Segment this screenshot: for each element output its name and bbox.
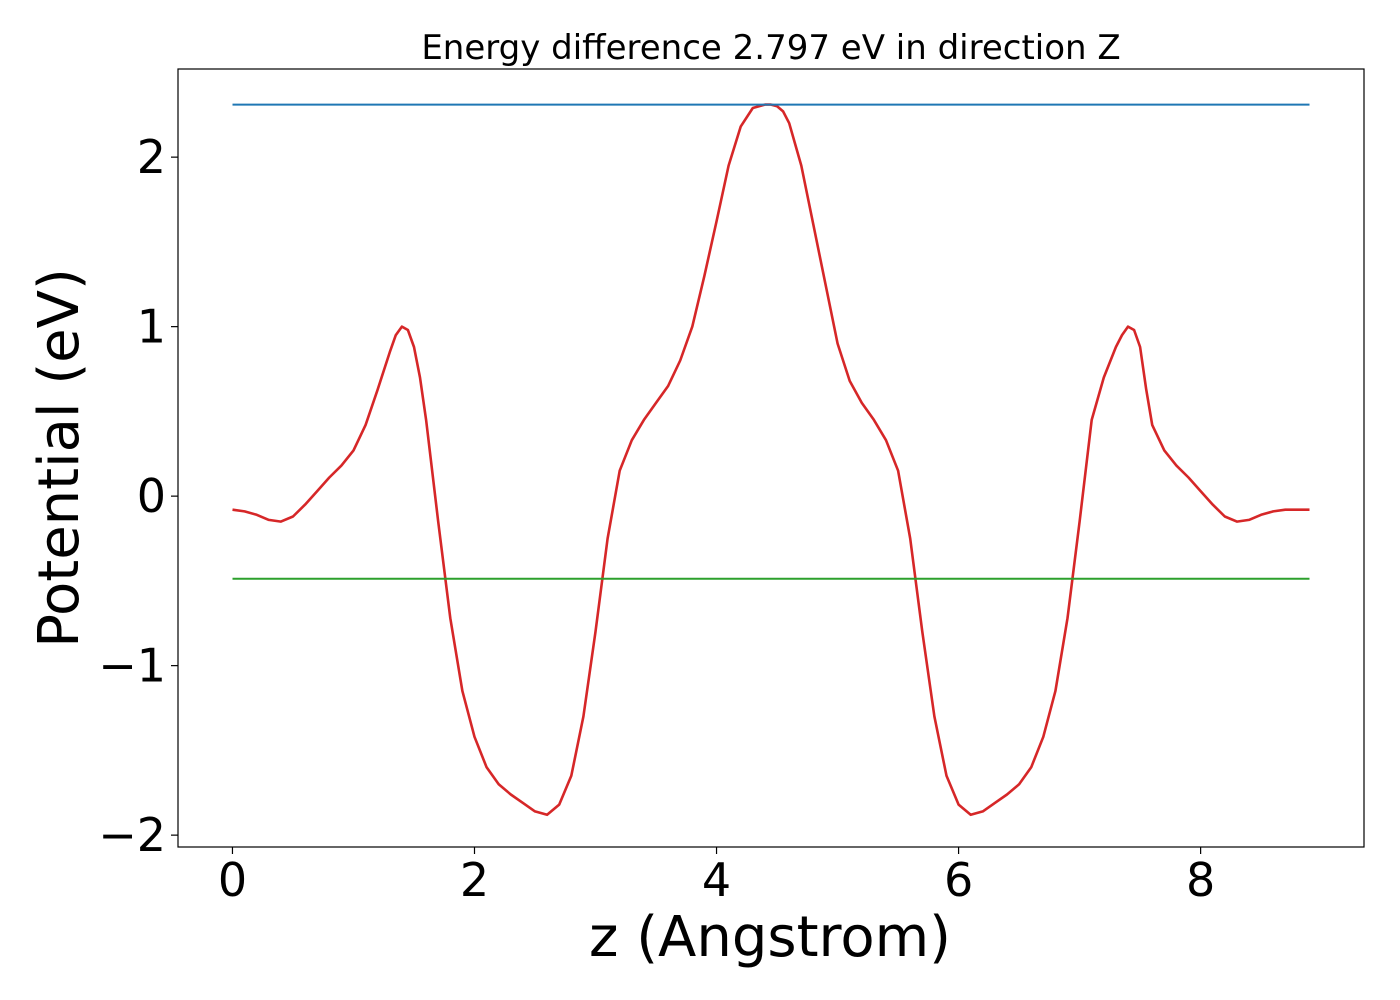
- plot-frame: [177, 68, 1365, 848]
- y-tick-label: 0: [137, 469, 166, 523]
- y-tick-label: 1: [137, 300, 166, 354]
- y-tick-label: −2: [98, 808, 166, 862]
- x-axis-label: z (Angstrom): [589, 905, 951, 970]
- y-axis-label: Potential (eV): [27, 268, 92, 648]
- x-tick-label: 4: [702, 853, 731, 907]
- x-tick-label: 8: [1186, 853, 1215, 907]
- y-tick-label: 2: [137, 130, 166, 184]
- y-tick-label: −1: [98, 639, 166, 693]
- x-axis-ticks: 0 2 4 6 8: [218, 847, 1215, 907]
- x-tick-label: 6: [944, 853, 973, 907]
- y-axis-ticks: −2 −1 0 1 2: [98, 130, 178, 862]
- x-tick-label: 2: [460, 853, 489, 907]
- x-tick-label: 0: [218, 853, 247, 907]
- series-layer: [232, 103, 1310, 817]
- chart-title: Energy difference 2.797 eV in direction …: [421, 28, 1120, 68]
